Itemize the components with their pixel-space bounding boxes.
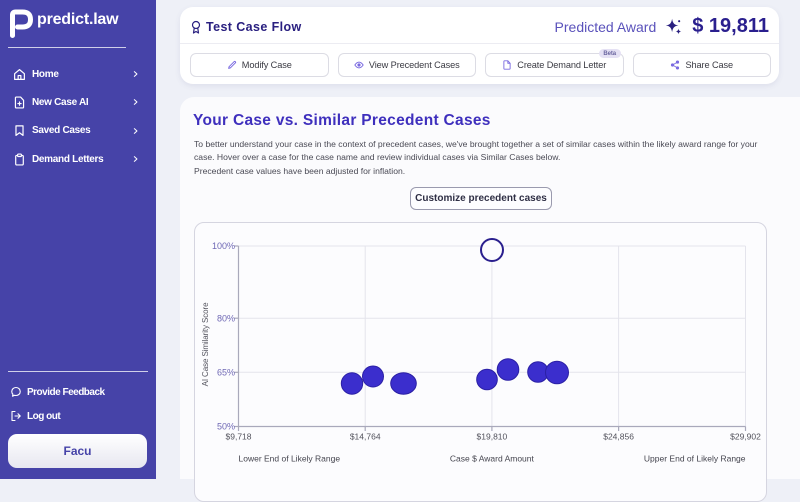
svg-text:$19,810: $19,810 bbox=[476, 431, 507, 441]
svg-text:65%: 65% bbox=[216, 367, 234, 377]
svg-text:100%: 100% bbox=[211, 241, 234, 251]
svg-text:Lower End of Likely Range: Lower End of Likely Range bbox=[238, 453, 340, 463]
svg-text:Case $ Award Amount: Case $ Award Amount bbox=[449, 453, 534, 463]
svg-text:80%: 80% bbox=[216, 313, 234, 323]
svg-text:Upper End of Likely Range: Upper End of Likely Range bbox=[643, 453, 745, 463]
svg-text:$29,902: $29,902 bbox=[730, 431, 761, 441]
svg-text:50%: 50% bbox=[216, 421, 234, 431]
svg-text:$9,718: $9,718 bbox=[225, 431, 251, 441]
svg-text:$24,856: $24,856 bbox=[603, 431, 634, 441]
svg-text:AI Case Similarity Score: AI Case Similarity Score bbox=[201, 301, 210, 385]
svg-text:$14,764: $14,764 bbox=[349, 431, 380, 441]
